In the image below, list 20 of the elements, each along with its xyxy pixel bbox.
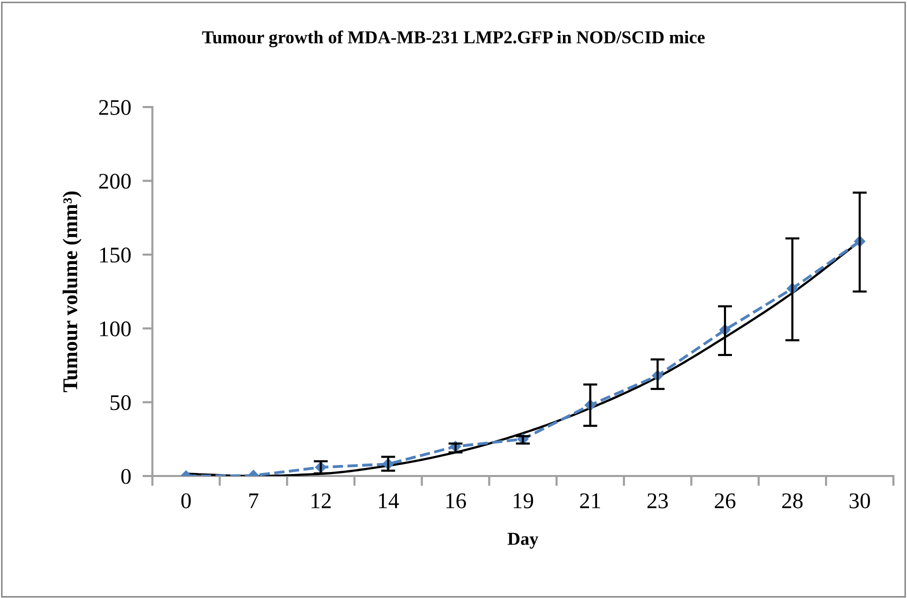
x-tick-label: 30 [850, 493, 870, 508]
y-axis-title: Tumour volume (mm³) [62, 192, 82, 392]
x-tick-label: 23 [647, 493, 668, 508]
x-axis-title: Day [508, 532, 538, 549]
y-tick-label: 0 [121, 468, 131, 484]
x-tick-label: 14 [379, 493, 399, 508]
x-tick-label: 7 [249, 494, 258, 508]
y-tick-label: 50 [110, 395, 131, 410]
y-tick-label: 250 [99, 100, 131, 115]
x-tick-label: 28 [782, 493, 803, 508]
chart-title: Tumour growth of MDA-MB-231 LMP2.GFP in NOD/SCID mice [202, 30, 705, 48]
y-tick-label: 150 [100, 248, 131, 263]
x-tick-label: 0 [181, 493, 191, 508]
x-tick-label: 19 [514, 493, 534, 508]
x-tick-label: 26 [714, 493, 736, 508]
x-tick-label: 21 [580, 493, 600, 508]
x-tick-label: 16 [446, 493, 466, 508]
y-tick-label: 100 [100, 321, 131, 336]
y-tick-label: 200 [99, 174, 131, 189]
x-tick-label: 12 [312, 493, 331, 508]
